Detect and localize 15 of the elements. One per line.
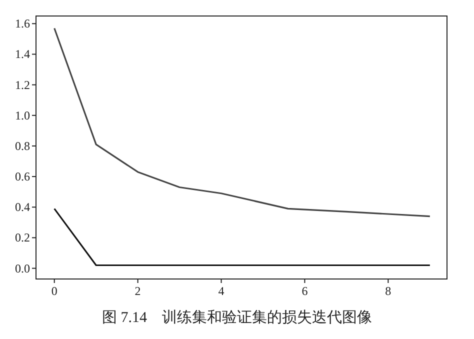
x-tick-label: 8 xyxy=(385,284,392,298)
x-tick-label: 2 xyxy=(134,284,141,298)
y-tick-label: 0.4 xyxy=(15,200,30,214)
y-tick-label: 1.0 xyxy=(15,108,30,122)
y-tick-label: 1.2 xyxy=(15,78,30,92)
x-tick-label: 0 xyxy=(51,284,58,298)
y-tick-label: 1.4 xyxy=(15,47,30,62)
y-tick-label: 0.8 xyxy=(15,138,30,153)
x-tick-label: 6 xyxy=(302,284,308,298)
y-tick-label: 0.0 xyxy=(15,261,30,276)
y-tick-label: 0.6 xyxy=(15,170,30,184)
y-tick-label: 0.2 xyxy=(15,230,30,245)
y-tick-label: 1.6 xyxy=(15,16,30,31)
caption: 图 7.14 训练集和验证集的损失迭代图像 xyxy=(102,309,372,326)
x-tick-label: 4 xyxy=(218,284,224,298)
